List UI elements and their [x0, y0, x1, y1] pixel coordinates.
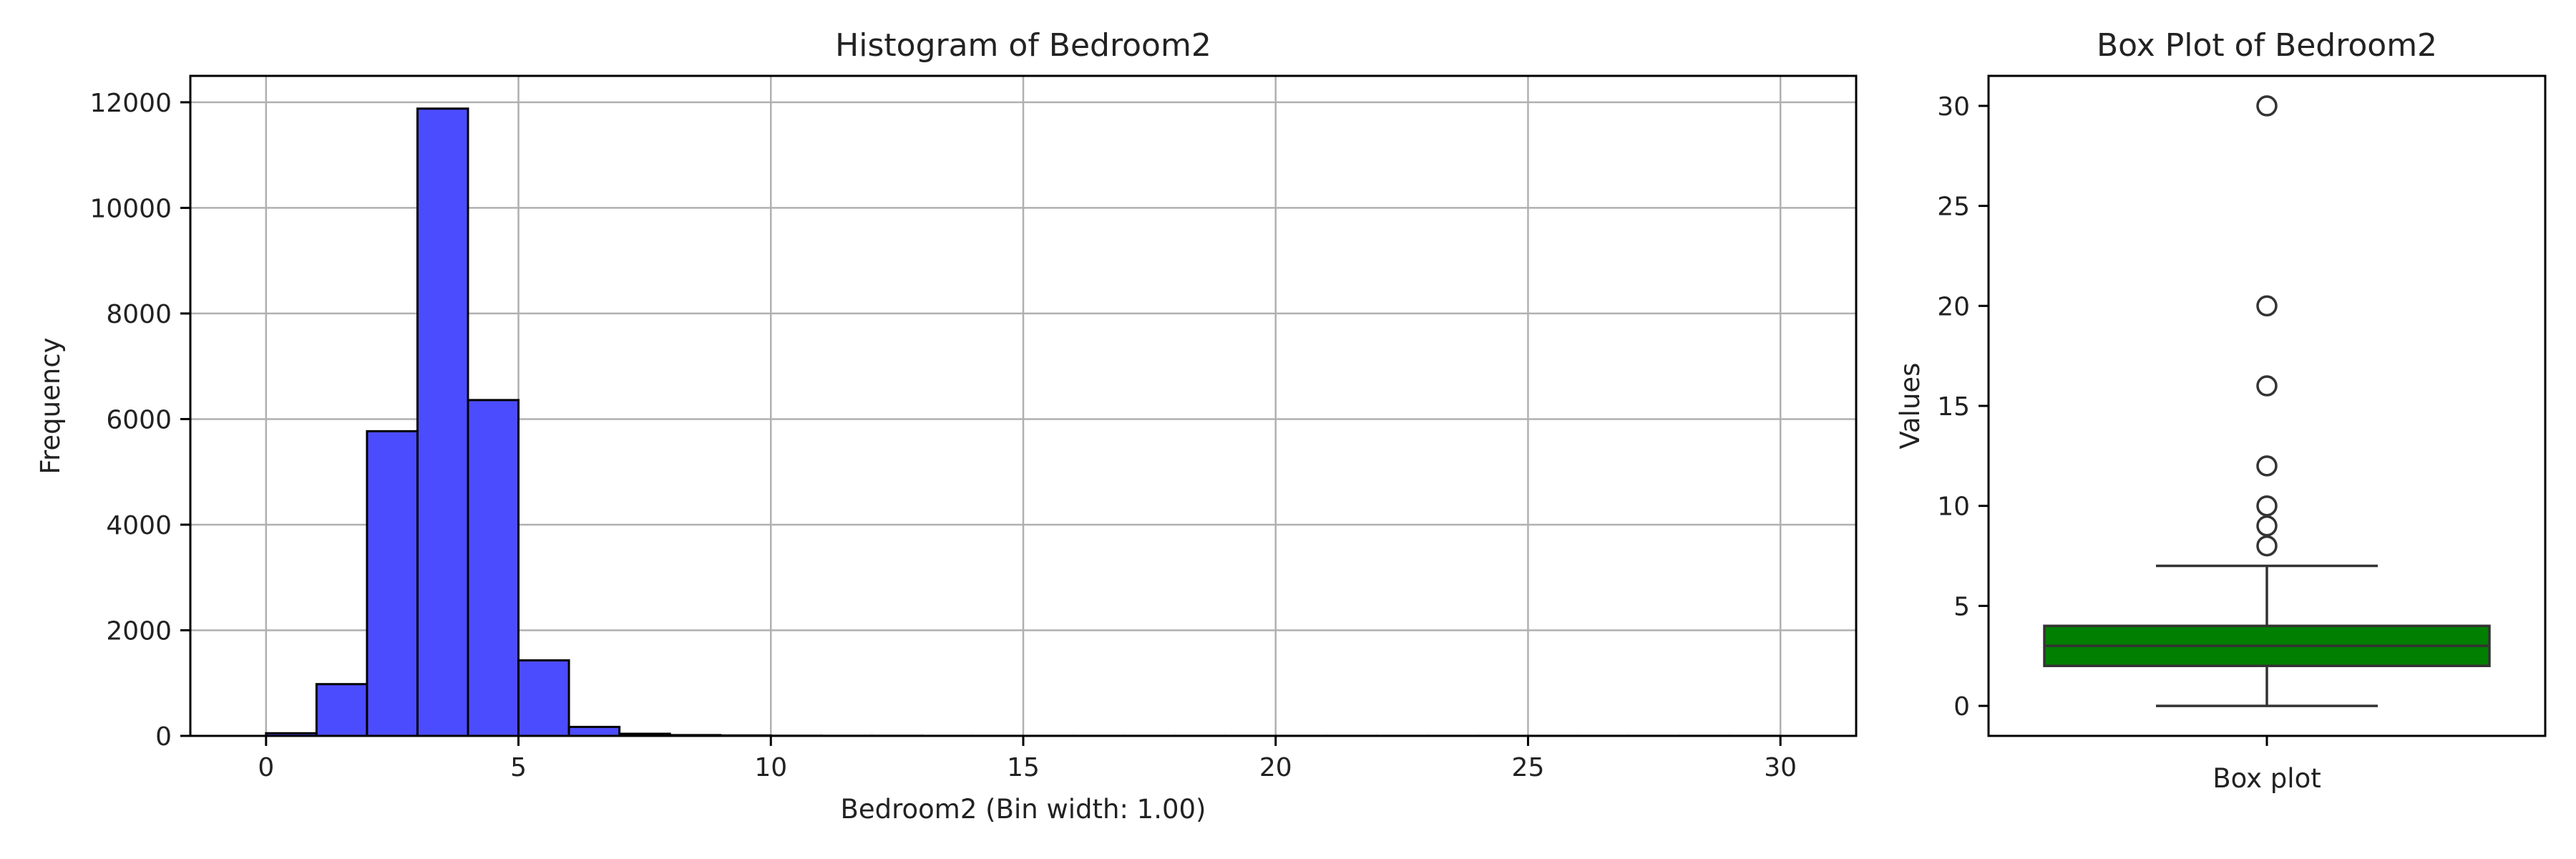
histogram-y-tick-label: 12000	[89, 89, 172, 118]
histogram-x-tick-label: 25	[1512, 753, 1545, 782]
boxplot-y-tick-label: 5	[1953, 592, 1970, 621]
boxplot-outlier	[2256, 375, 2278, 397]
histogram-bar	[416, 107, 469, 737]
histogram-x-tick-label: 5	[510, 753, 527, 782]
histogram-bar	[467, 399, 520, 737]
histogram-y-tick-label: 0	[155, 722, 172, 752]
boxplot-y-ticks: 0 5 10 15 20 25 30	[1937, 92, 1989, 722]
histogram-x-axis-label: Bedroom2 (Bin width: 1.00)	[841, 794, 1206, 825]
histogram-y-tick-label: 8000	[106, 300, 172, 329]
boxplot-y-tick-label: 15	[1937, 392, 1970, 422]
histogram-y-tick-label: 6000	[106, 405, 172, 435]
boxplot-y-tick-label: 0	[1953, 692, 1970, 722]
boxplot-y-tick-label: 10	[1937, 492, 1970, 522]
boxplot-y-axis-label: Values	[1895, 363, 1926, 450]
histogram-y-axis-label: Frequency	[35, 337, 66, 474]
histogram-bars	[265, 107, 1782, 737]
boxplot-y-tick-label: 30	[1937, 92, 1970, 122]
histogram-y-tick-label: 2000	[106, 616, 172, 646]
histogram-x-tick-label: 10	[754, 753, 787, 782]
histogram-bar	[567, 725, 621, 737]
histogram-panel: Histogram of Bedroom2 0 5 10 15 20 25 30 0 2000…	[35, 27, 1858, 825]
boxplot-outlier	[2256, 535, 2278, 557]
histogram-x-tick-label: 20	[1259, 753, 1292, 782]
histogram-bar	[517, 659, 570, 737]
histogram-y-ticks: 0 2000 4000 6000 8000 10000 12000	[89, 89, 190, 752]
histogram-x-tick-label: 30	[1764, 753, 1797, 782]
boxplot-outlier	[2256, 515, 2278, 537]
histogram-bar	[315, 683, 369, 737]
histogram-x-tick-label: 15	[1007, 753, 1040, 782]
boxplot-outlier	[2256, 455, 2278, 477]
histogram-y-tick-label: 4000	[106, 511, 172, 540]
boxplot-outlier	[2256, 95, 2278, 117]
boxplot-outlier	[2256, 495, 2278, 517]
histogram-x-ticks: 0 5 10 15 20 25 30	[258, 736, 1797, 782]
histogram-bar	[366, 430, 419, 737]
boxplot-y-tick-label: 25	[1937, 193, 1970, 222]
boxplot-outlier	[2256, 295, 2278, 317]
boxplot-panel: Box Plot of Bedroom2 0 5 10 15 20 25 30 Box pl…	[1895, 27, 2547, 794]
histogram-title: Histogram of Bedroom2	[835, 27, 1211, 64]
histogram-x-tick-label: 0	[258, 753, 274, 782]
boxplot-marks	[2043, 95, 2491, 707]
boxplot-title: Box Plot of Bedroom2	[2097, 27, 2437, 64]
boxplot-y-tick-label: 20	[1937, 292, 1970, 321]
boxplot-x-axis-label: Box plot	[2212, 763, 2321, 794]
histogram-y-tick-label: 10000	[89, 194, 172, 223]
